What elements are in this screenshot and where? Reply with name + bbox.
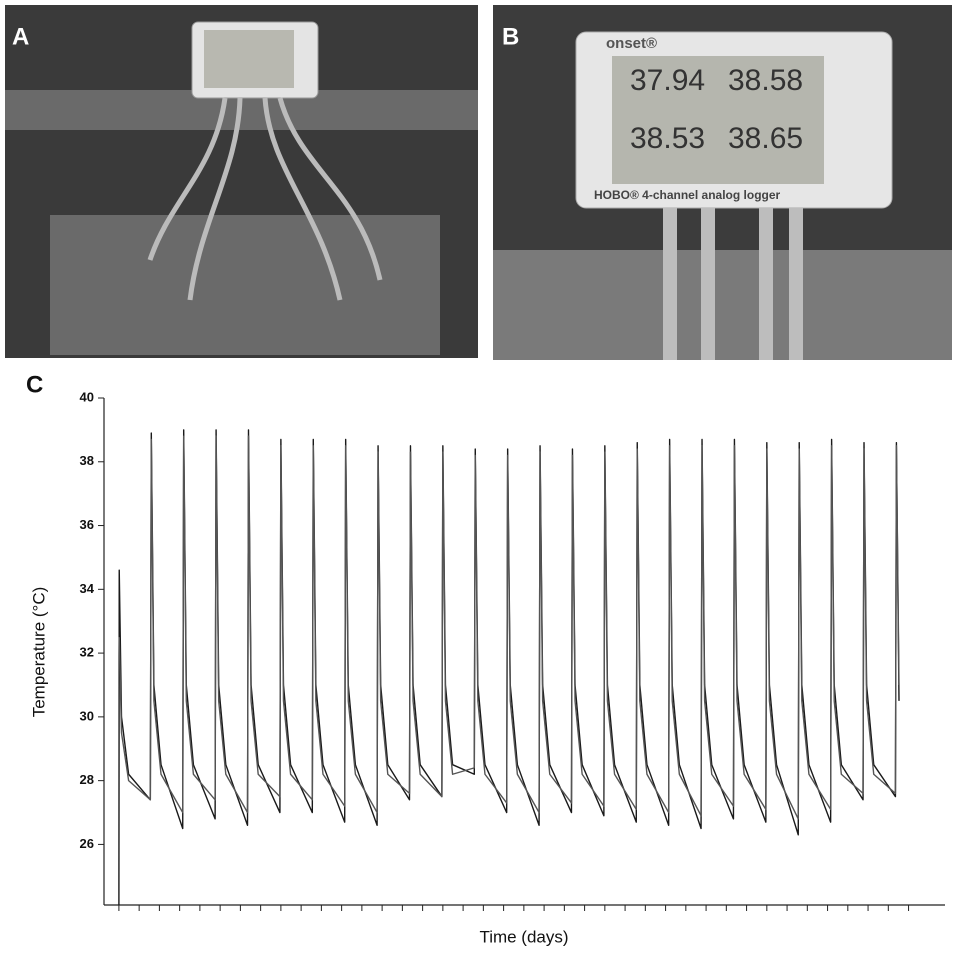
reading: 37.94 <box>630 64 705 97</box>
photo-a: A <box>5 5 478 358</box>
series-line <box>118 429 900 906</box>
y-tick-label: 30 <box>80 708 94 723</box>
brand: onset® <box>606 35 657 52</box>
panel-label: B <box>502 23 519 50</box>
y-tick-label: 34 <box>80 581 95 596</box>
reading: 38.65 <box>728 122 803 155</box>
y-tick-label: 28 <box>80 772 94 787</box>
y-tick-label: 26 <box>80 836 94 851</box>
panel-label: A <box>12 23 29 50</box>
y-tick-label: 32 <box>80 645 94 660</box>
reading: 38.58 <box>728 64 803 97</box>
panel-label: C <box>26 371 43 398</box>
series-line <box>118 435 900 820</box>
device-caption: HOBO® 4-channel analog logger <box>594 188 781 202</box>
reading: 38.53 <box>630 122 705 155</box>
x-axis-title: Time (days) <box>479 927 568 946</box>
y-tick-label: 36 <box>80 517 94 532</box>
y-axis-title: Temperature (°C) <box>29 587 48 718</box>
y-tick-label: 38 <box>80 453 94 468</box>
y-tick-label: 40 <box>80 389 94 404</box>
photo-b: onset® 37.94 38.58 38.53 38.65 HOBO® 4-c… <box>493 5 952 360</box>
